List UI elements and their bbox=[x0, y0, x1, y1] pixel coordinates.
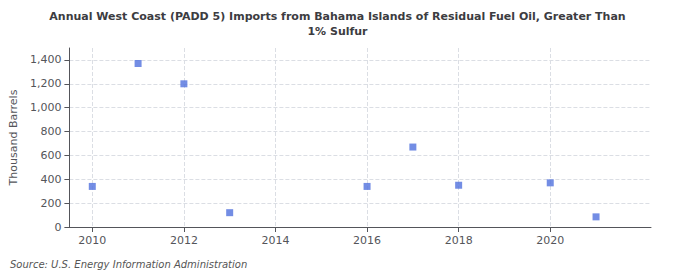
svg-text:2016: 2016 bbox=[353, 234, 381, 247]
svg-text:2012: 2012 bbox=[170, 234, 198, 247]
svg-text:1% Sulfur: 1% Sulfur bbox=[307, 25, 368, 38]
svg-text:2014: 2014 bbox=[261, 234, 289, 247]
svg-text:Source: U.S. Energy Informatio: Source: U.S. Energy Information Administ… bbox=[10, 259, 247, 270]
svg-text:800: 800 bbox=[40, 125, 61, 138]
svg-text:2020: 2020 bbox=[536, 234, 564, 247]
svg-text:1,200: 1,200 bbox=[30, 77, 62, 90]
svg-text:2010: 2010 bbox=[78, 234, 106, 247]
svg-text:0: 0 bbox=[54, 221, 61, 234]
svg-text:600: 600 bbox=[40, 149, 61, 162]
svg-text:400: 400 bbox=[40, 173, 61, 186]
svg-text:Annual West Coast (PADD 5) Imp: Annual West Coast (PADD 5) Imports from … bbox=[49, 10, 625, 23]
svg-text:1,400: 1,400 bbox=[30, 53, 62, 66]
svg-text:2018: 2018 bbox=[445, 234, 473, 247]
svg-text:200: 200 bbox=[40, 197, 61, 210]
svg-text:Thousand Barrels: Thousand Barrels bbox=[7, 89, 20, 186]
svg-text:1,000: 1,000 bbox=[30, 101, 62, 114]
